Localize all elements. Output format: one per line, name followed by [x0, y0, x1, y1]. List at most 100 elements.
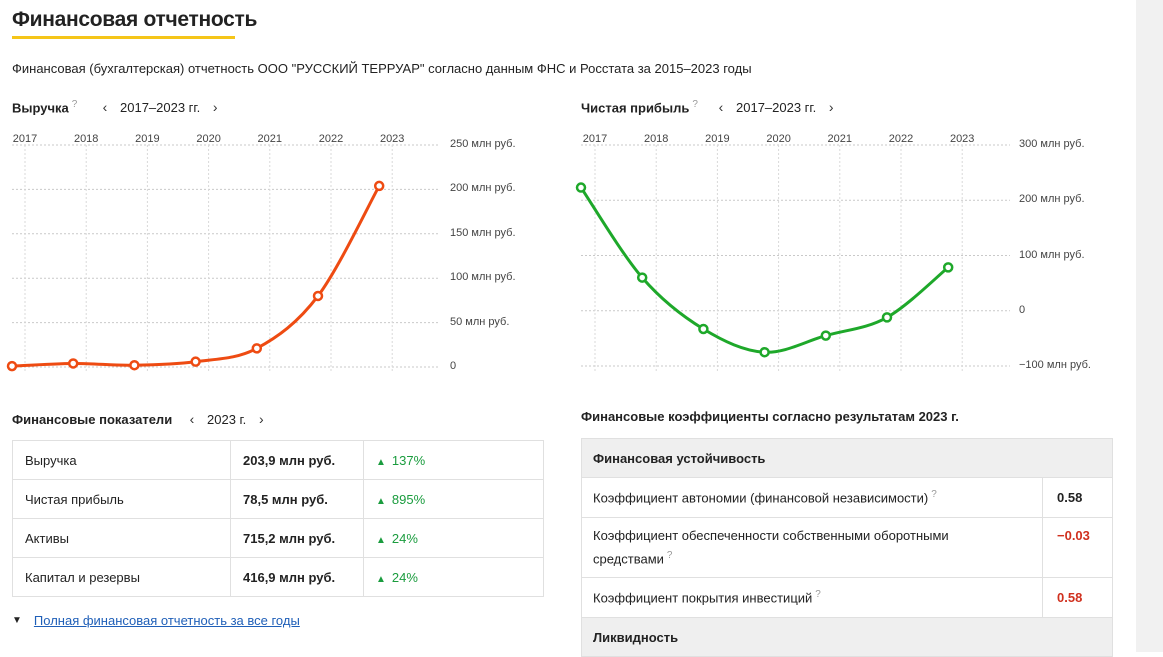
- coefficient-name: Коэффициент покрытия инвестиций?: [581, 577, 1043, 618]
- table-row: Чистая прибыль 78,5 млн руб. ▲ 895%: [12, 479, 544, 519]
- y-tick-label: 200 млн руб.: [1019, 193, 1085, 206]
- data-point: [575, 182, 587, 193]
- help-icon[interactable]: ?: [71, 99, 78, 110]
- y-tick-label: 200 млн руб.: [450, 182, 516, 195]
- table-row: Выручка 203,9 млн руб. ▲ 137%: [12, 440, 544, 480]
- page-scrollbar[interactable]: [1136, 0, 1163, 652]
- revenue-period-nav: ‹ 2017–2023 гг. ›: [98, 99, 222, 115]
- x-tick-label: 2020: [196, 133, 221, 145]
- y-tick-label: 50 млн руб.: [450, 315, 510, 328]
- data-point: [129, 359, 140, 371]
- x-tick-label: 2022: [888, 133, 914, 145]
- indicator-value: 78,5 млн руб.: [230, 479, 364, 519]
- indicators-label: Финансовые показатели: [12, 412, 173, 427]
- indicator-value: 715,2 млн руб.: [230, 518, 364, 558]
- y-tick-label: 150 млн руб.: [450, 226, 516, 239]
- indicator-name: Выручка: [12, 440, 231, 480]
- x-tick-label: 2023: [949, 133, 975, 145]
- chevron-left-icon[interactable]: ‹: [189, 411, 195, 427]
- table-row: Капитал и резервы 416,9 млн руб. ▲ 24%: [12, 557, 544, 597]
- full-report-toggle: ▼ Полная финансовая отчетность за все го…: [12, 613, 300, 628]
- coefficients-table: Финансовая устойчивость Коэффициент авто…: [581, 438, 1113, 657]
- indicator-name: Чистая прибыль: [12, 479, 231, 519]
- coefficients-title: Финансовые коэффициенты согласно результ…: [581, 409, 959, 424]
- y-tick-label: 100 млн руб.: [450, 271, 516, 284]
- indicator-change: ▲ 24%: [363, 557, 544, 597]
- y-tick-label: 100 млн руб.: [1019, 248, 1085, 261]
- indicator-change: ▲ 137%: [363, 440, 544, 480]
- triangle-down-icon[interactable]: ▼: [12, 615, 22, 626]
- help-icon[interactable]: ?: [692, 99, 698, 110]
- x-tick-label: 2019: [705, 133, 730, 145]
- table-row: Коэффициент обеспеченности собственными …: [581, 517, 1113, 578]
- data-point: [759, 346, 770, 358]
- full-report-link[interactable]: Полная финансовая отчетность за все годы: [33, 613, 300, 628]
- indicator-change: ▲ 24%: [363, 518, 544, 558]
- table-row: Активы 715,2 млн руб. ▲ 24%: [12, 518, 544, 558]
- profit-period-nav: ‹ 2017–2023 гг. ›: [714, 99, 838, 115]
- data-point: [942, 262, 954, 273]
- profit-period: 2017–2023 гг.: [736, 99, 817, 115]
- chevron-right-icon[interactable]: ›: [828, 99, 834, 115]
- y-tick-label: 0: [450, 360, 457, 372]
- data-point: [312, 290, 324, 302]
- chevron-right-icon[interactable]: ›: [258, 411, 264, 427]
- x-tick-label: 2017: [12, 133, 38, 145]
- indicator-name: Активы: [12, 518, 231, 558]
- data-point: [67, 358, 79, 369]
- coefficient-name: Коэффициент автономии (финансовой незави…: [581, 477, 1043, 518]
- triangle-up-icon: ▲: [376, 495, 386, 507]
- data-point: [373, 180, 385, 192]
- profit-chart: [575, 144, 1010, 371]
- indicator-name: Капитал и резервы: [12, 557, 231, 597]
- group-header: Финансовая устойчивость: [581, 438, 1113, 478]
- data-point: [881, 312, 893, 323]
- data-point: [251, 343, 263, 354]
- indicators-year-nav: ‹ 2023 г. ›: [185, 411, 268, 427]
- x-tick-label: 2022: [318, 133, 344, 145]
- group-liquidity: Ликвидность: [581, 617, 1113, 657]
- page-title: Финансовая отчетность: [12, 8, 258, 31]
- indicator-value: 203,9 млн руб.: [230, 440, 364, 480]
- indicator-change: ▲ 895%: [363, 479, 544, 519]
- x-tick-label: 2020: [766, 133, 791, 145]
- chevron-right-icon[interactable]: ›: [212, 99, 218, 115]
- table-row: Коэффициент покрытия инвестиций? 0.58: [581, 577, 1113, 618]
- page-subtitle: Финансовая (бухгалтерская) отчетность ОО…: [12, 61, 752, 76]
- table-row: Коэффициент автономии (финансовой незави…: [581, 477, 1113, 518]
- data-point: [636, 272, 648, 283]
- indicator-value: 416,9 млн руб.: [230, 557, 364, 597]
- revenue-chart-label: Выручка?: [12, 99, 78, 116]
- x-tick-label: 2018: [73, 133, 99, 145]
- x-tick-label: 2017: [582, 133, 608, 145]
- triangle-up-icon: ▲: [376, 573, 386, 585]
- y-tick-label: 0: [1019, 303, 1026, 316]
- help-icon[interactable]: ?: [666, 549, 673, 561]
- title-underline: [12, 36, 235, 39]
- data-point: [6, 360, 18, 372]
- indicators-table: Выручка 203,9 млн руб. ▲ 137% Чистая приб…: [12, 440, 544, 597]
- data-point: [190, 356, 201, 367]
- y-tick-label: 300 млн руб.: [1019, 138, 1085, 150]
- help-icon[interactable]: ?: [815, 589, 821, 601]
- coefficient-value: 0.58: [1042, 477, 1113, 518]
- x-tick-label: 2021: [827, 133, 853, 145]
- help-icon[interactable]: ?: [931, 489, 937, 501]
- indicators-year: 2023 г.: [207, 411, 247, 427]
- coefficient-name: Коэффициент обеспеченности собственными …: [581, 517, 1043, 578]
- data-point: [698, 323, 709, 335]
- chevron-left-icon[interactable]: ‹: [102, 99, 108, 115]
- x-tick-label: 2019: [135, 133, 160, 145]
- group-header: Ликвидность: [581, 617, 1113, 657]
- group-financial-stability: Финансовая устойчивость: [581, 438, 1113, 478]
- revenue-period: 2017–2023 гг.: [120, 99, 201, 115]
- profit-chart-label: Чистая прибыль?: [581, 99, 698, 116]
- x-tick-label: 2023: [379, 133, 405, 145]
- triangle-up-icon: ▲: [376, 534, 386, 546]
- y-tick-label: 250 млн руб.: [450, 138, 516, 150]
- y-tick-label: −100 млн руб.: [1019, 359, 1091, 371]
- coefficient-value: −0.03: [1042, 517, 1113, 578]
- x-tick-label: 2021: [257, 133, 283, 145]
- x-tick-label: 2018: [643, 133, 669, 145]
- chevron-left-icon[interactable]: ‹: [718, 99, 724, 115]
